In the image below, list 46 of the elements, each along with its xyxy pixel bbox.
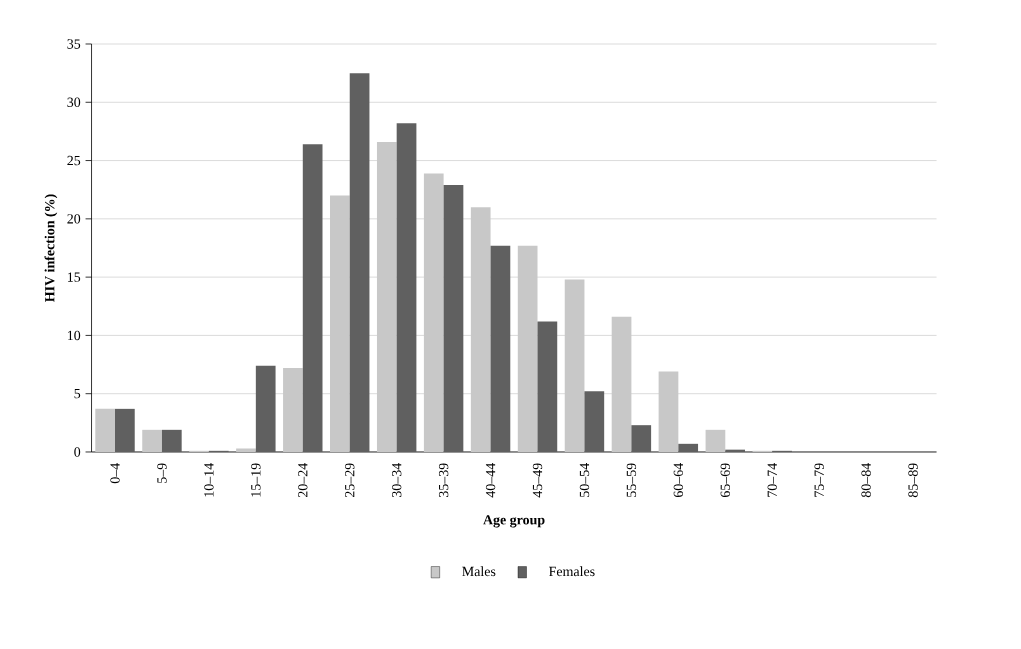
bar: [115, 408, 135, 452]
x-tick-label: 25–29: [345, 463, 355, 498]
x-tick-label: 85–89: [908, 463, 918, 498]
y-tick-label: 20: [67, 214, 81, 224]
bar: [631, 425, 652, 452]
bar: [302, 144, 323, 452]
bar: [349, 73, 370, 452]
x-tick-label: 10–14: [204, 463, 214, 497]
x-tick-label: 0–4: [110, 463, 120, 484]
bar: [537, 321, 558, 452]
x-tick-label: 60–64: [673, 463, 684, 498]
bar: [396, 123, 417, 452]
x-tick-label: 15–19: [251, 463, 261, 497]
bar: [95, 408, 116, 452]
bar: [236, 448, 256, 452]
y-tick-label: 35: [67, 39, 81, 49]
bar: [705, 429, 726, 452]
x-tick-label: 70–74: [767, 463, 777, 497]
legend-label: Females: [549, 566, 595, 577]
y-tick-label: 25: [67, 155, 81, 166]
x-tick-label: 75–79: [814, 463, 824, 497]
x-tick-label: 55–59: [626, 463, 637, 497]
x-tick-label: 40–44: [485, 463, 496, 498]
x-axis-title: Age group: [483, 515, 545, 528]
x-tick-label: 30–34: [391, 463, 402, 498]
bar: [443, 185, 464, 452]
y-tick-label: 15: [67, 272, 81, 282]
legend-label: Males: [462, 566, 496, 577]
x-tick-label: 45–49: [532, 463, 543, 498]
x-tick-label: 20–24: [298, 463, 308, 498]
bar: [142, 429, 162, 452]
y-axis-title: HIV infection (%): [44, 194, 58, 302]
x-tick-label: 35–39: [438, 463, 449, 498]
bar: [255, 365, 276, 452]
y-tick-label: 5: [74, 389, 81, 399]
bar: [161, 429, 182, 452]
y-tick-label: 30: [67, 97, 81, 107]
bar: [584, 391, 605, 452]
x-tick-label: 80–84: [861, 463, 871, 498]
x-tick-label: 5–9: [157, 463, 167, 483]
y-tick-label: 0: [74, 447, 81, 457]
bar: [678, 443, 699, 452]
bar: [490, 245, 511, 452]
x-tick-label: 50–54: [579, 463, 590, 497]
x-tick-label: 65–69: [720, 463, 730, 498]
y-tick-label: 10: [67, 330, 81, 341]
